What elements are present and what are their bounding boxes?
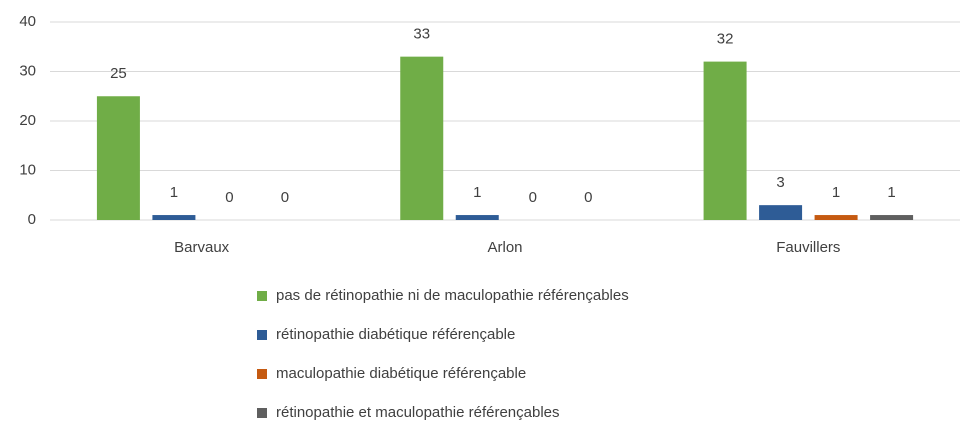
bar [759,205,803,220]
bar [455,215,499,220]
legend-label: pas de rétinopathie ni de maculopathie r… [276,287,629,304]
x-tick-label: Barvaux [174,239,230,256]
value-label: 32 [717,31,734,48]
y-tick-label: 0 [28,211,36,228]
value-label: 1 [832,184,840,201]
value-label: 33 [413,26,430,43]
y-tick-label: 20 [19,112,36,129]
legend-swatch [257,408,267,418]
legend-label: maculopathie diabétique référençable [276,365,526,382]
bar [96,96,140,220]
legend-swatch [257,330,267,340]
x-tick-label: Arlon [487,239,522,256]
value-label: 1 [473,184,481,201]
bar [814,215,858,220]
bar [703,61,747,220]
legend-label: rétinopathie et maculopathie référençabl… [276,404,560,421]
y-tick-label: 30 [19,62,36,79]
bar [400,56,444,221]
value-label: 0 [281,189,289,206]
value-label: 1 [887,184,895,201]
value-label: 3 [776,174,784,191]
value-label: 25 [110,65,127,82]
value-label: 1 [170,184,178,201]
bar [870,215,914,220]
value-label: 0 [529,189,537,206]
bar [152,215,196,220]
legend-label: rétinopathie diabétique référençable [276,326,515,343]
y-tick-label: 10 [19,161,36,178]
value-label: 0 [225,189,233,206]
legend-swatch [257,291,267,301]
value-label: 0 [584,189,592,206]
y-tick-label: 40 [19,13,36,30]
x-tick-label: Fauvillers [776,239,840,256]
legend-swatch [257,369,267,379]
